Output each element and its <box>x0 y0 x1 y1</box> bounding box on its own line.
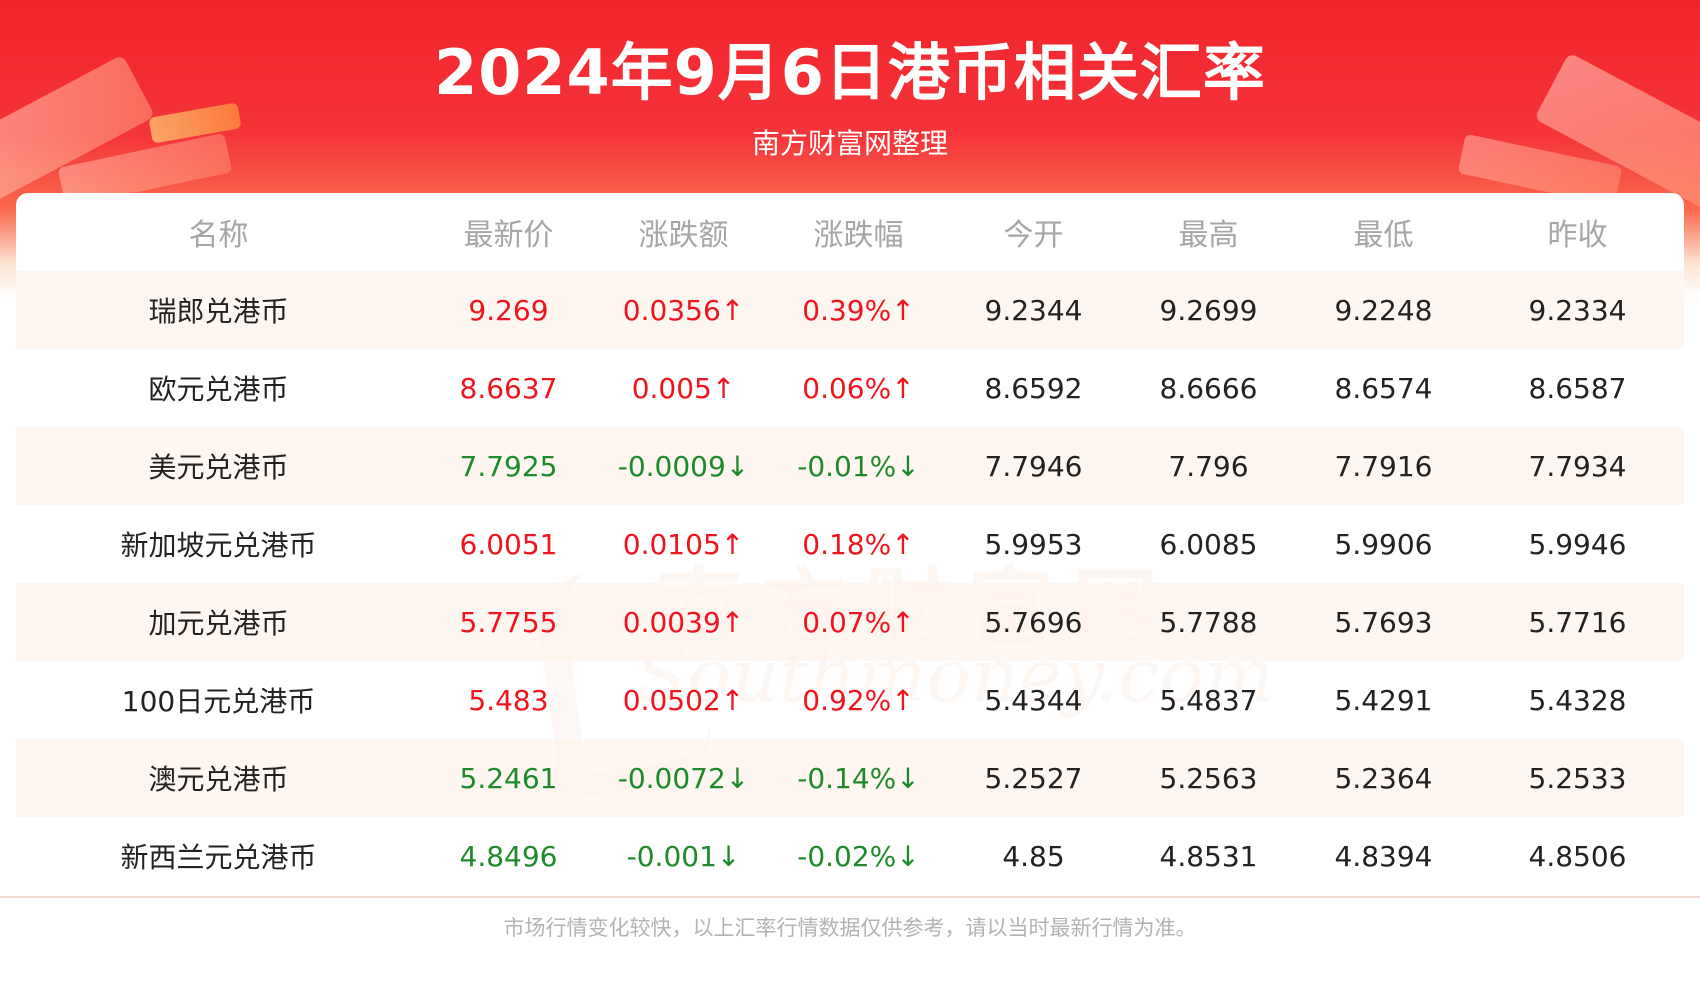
row-name: 美元兑港币 <box>16 427 421 505</box>
row-name: 瑞郎兑港币 <box>16 271 421 349</box>
row-prev-close: 5.4328 <box>1471 661 1684 739</box>
row-latest: 7.7925 <box>421 427 596 505</box>
row-latest: 4.8496 <box>421 817 596 895</box>
row-prev-close: 5.9946 <box>1471 505 1684 583</box>
row-low: 5.4291 <box>1296 661 1471 739</box>
column-header-high: 最高 <box>1178 218 1239 253</box>
row-low: 5.7693 <box>1296 583 1471 661</box>
page-title: 2024年9月6日港币相关汇率 <box>434 36 1266 109</box>
row-change: 0.0356↑ <box>596 271 771 349</box>
table-row: 欧元兑港币 8.6637 0.005↑ 0.06%↑ 8.6592 8.6666… <box>16 349 1684 427</box>
rates-table: 名称 最新价 涨跌额 涨跌幅 今开 最高 最低 昨收 瑞郎兑港币 9.269 0… <box>16 193 1684 895</box>
row-low: 5.2364 <box>1296 739 1471 817</box>
page-subtitle: 南方财富网整理 <box>751 127 948 160</box>
footer-disclaimer: 市场行情变化较快，以上汇率行情数据仅供参考，请以当时最新行情为准。 <box>503 916 1197 940</box>
row-high: 9.2699 <box>1121 271 1296 349</box>
row-change: 0.005↑ <box>596 349 771 427</box>
row-pct: -0.14%↓ <box>771 739 946 817</box>
row-pct: -0.02%↓ <box>771 817 946 895</box>
row-latest: 8.6637 <box>421 349 596 427</box>
table-row: 澳元兑港币 5.2461 -0.0072↓ -0.14%↓ 5.2527 5.2… <box>16 739 1684 817</box>
row-latest: 5.2461 <box>421 739 596 817</box>
table-row: 加元兑港币 5.7755 0.0039↑ 0.07%↑ 5.7696 5.778… <box>16 583 1684 661</box>
row-name: 澳元兑港币 <box>16 739 421 817</box>
row-open: 5.2527 <box>946 739 1121 817</box>
row-open: 7.7946 <box>946 427 1121 505</box>
row-low: 9.2248 <box>1296 271 1471 349</box>
row-open: 4.85 <box>946 817 1121 895</box>
column-header-prev-close: 昨收 <box>1547 218 1608 253</box>
row-latest: 6.0051 <box>421 505 596 583</box>
row-prev-close: 5.7716 <box>1471 583 1684 661</box>
row-open: 5.7696 <box>946 583 1121 661</box>
row-pct: 0.39%↑ <box>771 271 946 349</box>
row-low: 7.7916 <box>1296 427 1471 505</box>
row-high: 5.2563 <box>1121 739 1296 817</box>
row-high: 6.0085 <box>1121 505 1296 583</box>
row-name: 新西兰元兑港币 <box>16 817 421 895</box>
row-high: 8.6666 <box>1121 349 1296 427</box>
table-row: 新加坡元兑港币 6.0051 0.0105↑ 0.18%↑ 5.9953 6.0… <box>16 505 1684 583</box>
bottom-divider <box>0 896 1700 898</box>
row-change: 0.0105↑ <box>596 505 771 583</box>
row-latest: 9.269 <box>421 271 596 349</box>
row-prev-close: 7.7934 <box>1471 427 1684 505</box>
row-low: 4.8394 <box>1296 817 1471 895</box>
row-high: 5.7788 <box>1121 583 1296 661</box>
row-change: -0.0072↓ <box>596 739 771 817</box>
row-latest: 5.7755 <box>421 583 596 661</box>
row-name: 100日元兑港币 <box>16 661 421 739</box>
row-low: 5.9906 <box>1296 505 1471 583</box>
column-header-pct: 涨跌幅 <box>813 218 904 253</box>
row-change: -0.0009↓ <box>596 427 771 505</box>
row-name: 加元兑港币 <box>16 583 421 661</box>
row-name: 新加坡元兑港币 <box>16 505 421 583</box>
row-open: 5.9953 <box>946 505 1121 583</box>
row-pct: -0.01%↓ <box>771 427 946 505</box>
table-row: 新西兰元兑港币 4.8496 -0.001↓ -0.02%↓ 4.85 4.85… <box>16 817 1684 895</box>
row-change: -0.001↓ <box>596 817 771 895</box>
column-header-latest: 最新价 <box>463 218 554 253</box>
row-high: 5.4837 <box>1121 661 1296 739</box>
row-high: 7.796 <box>1121 427 1296 505</box>
row-pct: 0.07%↑ <box>771 583 946 661</box>
row-prev-close: 5.2533 <box>1471 739 1684 817</box>
row-pct: 0.06%↑ <box>771 349 946 427</box>
row-open: 9.2344 <box>946 271 1121 349</box>
row-pct: 0.92%↑ <box>771 661 946 739</box>
table-row: 瑞郎兑港币 9.269 0.0356↑ 0.39%↑ 9.2344 9.2699… <box>16 271 1684 349</box>
column-header-name: 名称 <box>188 218 249 253</box>
rates-table-card: 南方财富网 Southmoney.com 名称 最新价 涨跌额 涨跌幅 今开 最… <box>16 193 1684 896</box>
row-open: 5.4344 <box>946 661 1121 739</box>
row-prev-close: 8.6587 <box>1471 349 1684 427</box>
row-prev-close: 9.2334 <box>1471 271 1684 349</box>
row-high: 4.8531 <box>1121 817 1296 895</box>
column-header-low: 最低 <box>1353 218 1414 253</box>
table-row: 100日元兑港币 5.483 0.0502↑ 0.92%↑ 5.4344 5.4… <box>16 661 1684 739</box>
row-prev-close: 4.8506 <box>1471 817 1684 895</box>
row-pct: 0.18%↑ <box>771 505 946 583</box>
row-change: 0.0502↑ <box>596 661 771 739</box>
column-header-open: 今开 <box>1003 218 1064 253</box>
table-header-row: 名称 最新价 涨跌额 涨跌幅 今开 最高 最低 昨收 <box>16 193 1684 271</box>
column-header-change: 涨跌额 <box>638 218 729 253</box>
row-latest: 5.483 <box>421 661 596 739</box>
row-open: 8.6592 <box>946 349 1121 427</box>
table-row: 美元兑港币 7.7925 -0.0009↓ -0.01%↓ 7.7946 7.7… <box>16 427 1684 505</box>
row-change: 0.0039↑ <box>596 583 771 661</box>
row-low: 8.6574 <box>1296 349 1471 427</box>
row-name: 欧元兑港币 <box>16 349 421 427</box>
